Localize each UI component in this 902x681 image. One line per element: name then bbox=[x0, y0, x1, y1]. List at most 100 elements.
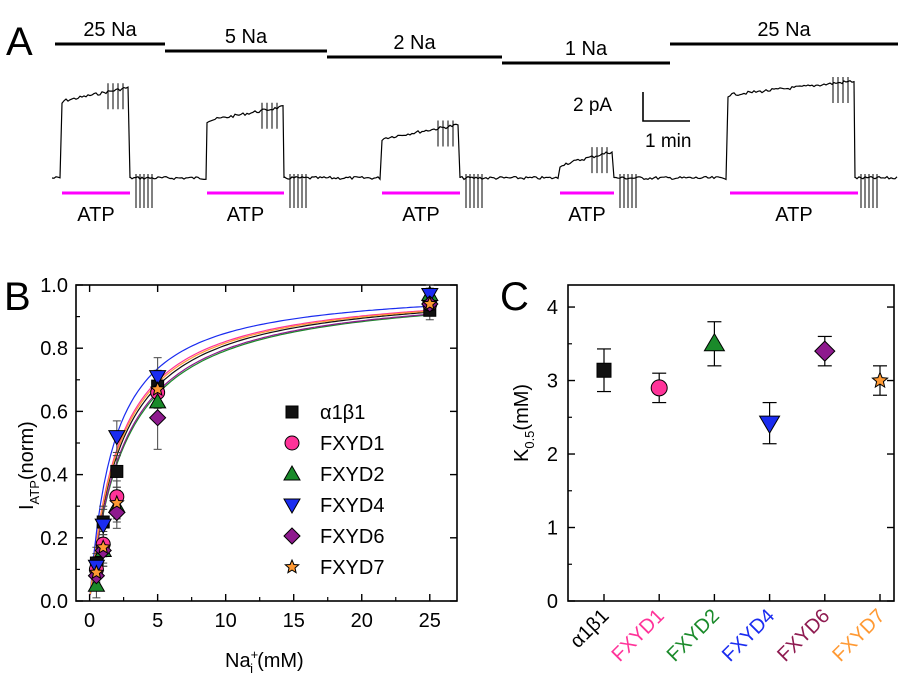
atp-labels: ATP ATP ATP ATP ATP bbox=[77, 204, 812, 226]
point-marker bbox=[650, 379, 668, 397]
current-trace bbox=[51, 76, 898, 208]
scale-current-label: 2 pA bbox=[573, 95, 612, 116]
point-marker bbox=[94, 518, 113, 535]
fit-curve bbox=[89, 314, 428, 596]
panel-a-trace: 25 Na 5 Na 2 Na 1 Na 25 Na ATP ATP ATP ATP ATP 2… bbox=[51, 19, 898, 226]
legend-label: FXYD7 bbox=[320, 557, 384, 579]
panel-label-c: C bbox=[500, 275, 529, 319]
y-tick-label: 0 bbox=[547, 591, 558, 613]
y-tick-label: 3 bbox=[547, 371, 558, 393]
fit-curve bbox=[89, 305, 428, 593]
x-tick-label: 25 bbox=[419, 610, 441, 632]
point-marker bbox=[110, 464, 124, 478]
solution-segments bbox=[55, 42, 898, 65]
point-marker bbox=[108, 503, 126, 522]
panel-b-axes-frame bbox=[75, 284, 458, 602]
point-marker bbox=[285, 405, 299, 419]
legend-label: FXYD2 bbox=[320, 464, 384, 486]
point-marker bbox=[596, 362, 612, 378]
segment-label-0: 25 Na bbox=[83, 19, 137, 41]
fit-curve bbox=[89, 313, 428, 595]
scale-bar-lines bbox=[642, 92, 690, 122]
category-label: FXYD4 bbox=[718, 605, 779, 666]
point-marker bbox=[871, 371, 889, 389]
fit-curve bbox=[89, 311, 428, 595]
scale-time-label: 1 min bbox=[645, 131, 691, 152]
segment-label-3: 1 Na bbox=[565, 38, 608, 60]
point-marker bbox=[284, 435, 300, 451]
legend-label: FXYD1 bbox=[320, 433, 384, 455]
y-tick-label: 2 bbox=[547, 444, 558, 466]
atp-label-3: ATP bbox=[568, 204, 605, 226]
y-tick-label: 1.0 bbox=[40, 275, 68, 297]
trace-line bbox=[51, 80, 898, 181]
point-marker bbox=[88, 564, 105, 580]
y-tick-label: 0.2 bbox=[40, 528, 68, 550]
panel-b-legend: α1β1 FXYD1 FXYD2 FXYD4 FXYD6 FXYD7 bbox=[283, 402, 384, 579]
panel-c-ticks bbox=[568, 306, 894, 602]
category-label: FXYD6 bbox=[773, 605, 834, 666]
atp-label-2: ATP bbox=[402, 204, 439, 226]
point-marker bbox=[148, 392, 167, 409]
panel-b-tick-labels: 0 5 10 15 20 25 0.0 0.2 0.4 0.6 0.8 1.0 bbox=[40, 275, 441, 632]
y-tick-label: 0.0 bbox=[40, 591, 68, 613]
atp-label-0: ATP bbox=[77, 204, 114, 226]
panel-b-points bbox=[87, 285, 439, 592]
point-marker bbox=[283, 464, 301, 481]
panel-c-error-bars bbox=[597, 321, 887, 601]
category-label: FXYD7 bbox=[828, 605, 889, 666]
panel-b-ticks bbox=[76, 284, 457, 602]
point-marker bbox=[283, 527, 301, 545]
point-marker bbox=[149, 381, 166, 396]
point-marker bbox=[108, 494, 125, 510]
solution-segment-labels: 25 Na 5 Na 2 Na 1 Na 25 Na bbox=[83, 19, 811, 60]
point-marker bbox=[758, 415, 781, 435]
segment-label-2: 2 Na bbox=[393, 32, 436, 54]
legend-label: α1β1 bbox=[320, 402, 365, 424]
y-tick-label: 1 bbox=[547, 518, 558, 540]
point-marker bbox=[284, 558, 300, 574]
panel-label-b: B bbox=[4, 275, 31, 319]
category-label: FXYD1 bbox=[608, 605, 669, 666]
point-marker bbox=[107, 430, 126, 446]
category-label: FXYD2 bbox=[663, 605, 724, 666]
x-tick-label: 0 bbox=[84, 610, 95, 632]
segment-label-4: 25 Na bbox=[757, 19, 811, 41]
x-tick-label: 15 bbox=[283, 610, 305, 632]
point-marker bbox=[283, 498, 301, 515]
panel-b-chart: 0 5 10 15 20 25 0.0 0.2 0.4 0.6 0.8 1.0 α1β1 FXYD1 FX… bbox=[16, 275, 458, 676]
legend-label: FXYD6 bbox=[320, 526, 384, 548]
y-tick-label: 0.4 bbox=[40, 465, 68, 487]
fit-curve bbox=[89, 310, 428, 595]
y-tick-label: 4 bbox=[547, 297, 558, 319]
x-tick-label: 10 bbox=[215, 610, 237, 632]
point-marker bbox=[148, 409, 167, 427]
point-marker bbox=[148, 370, 167, 386]
y-tick-label: 0.8 bbox=[40, 338, 68, 360]
category-label: α1β1 bbox=[566, 605, 614, 653]
y-tick-label: 0.6 bbox=[40, 401, 68, 423]
point-marker bbox=[421, 295, 438, 311]
point-marker bbox=[95, 539, 112, 554]
panel-b-x-axis-title: Na+ i (mM) bbox=[225, 647, 304, 676]
panel-label-a: A bbox=[6, 20, 33, 64]
panel-b-fit-curves bbox=[89, 305, 428, 596]
panel-c-points bbox=[596, 332, 889, 435]
point-marker bbox=[814, 340, 836, 362]
point-marker bbox=[703, 332, 726, 352]
segment-label-1: 5 Na bbox=[225, 26, 268, 48]
atp-label-4: ATP bbox=[775, 204, 812, 226]
panel-b-y-axis-title: IATP(norm) bbox=[16, 421, 42, 510]
scale-bar: 2 pA 1 min bbox=[573, 92, 691, 152]
panel-c-axes-frame bbox=[567, 284, 895, 602]
fit-curve bbox=[89, 309, 428, 594]
atp-label-1: ATP bbox=[227, 204, 264, 226]
x-tick-label: 5 bbox=[152, 610, 163, 632]
x-tick-label: 20 bbox=[351, 610, 373, 632]
panel-c-y-axis-title: K0.5(mM) bbox=[511, 384, 537, 462]
panel-c-tick-labels: 0 1 2 3 4 bbox=[547, 297, 558, 613]
legend-label: FXYD4 bbox=[320, 495, 384, 517]
